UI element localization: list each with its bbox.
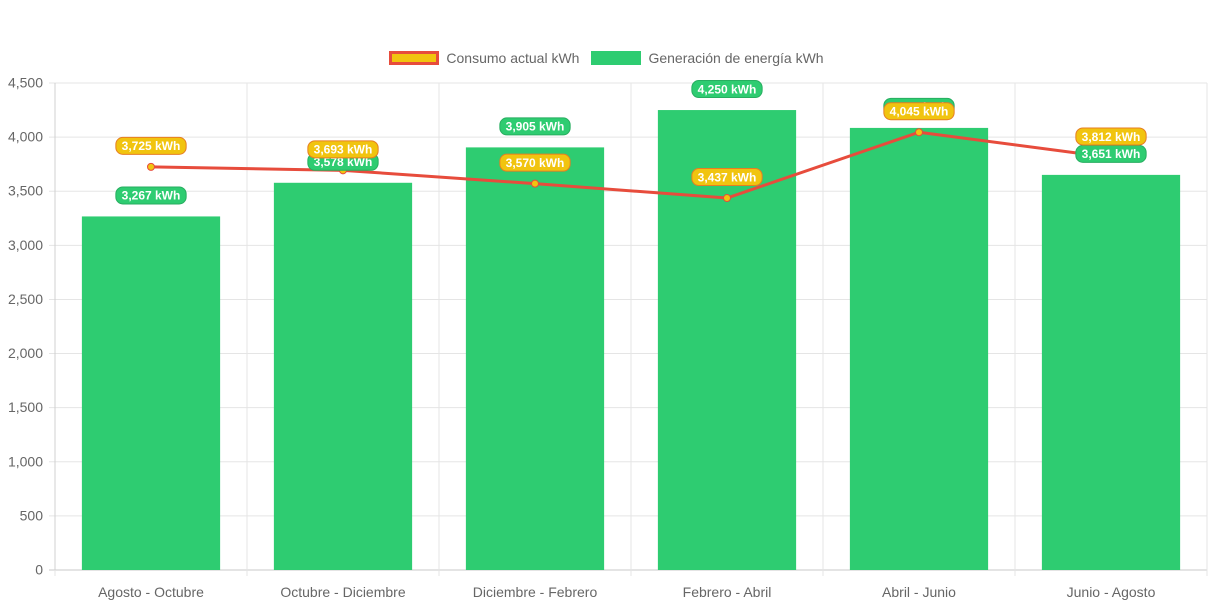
- legend-swatch-consumo: [389, 51, 440, 65]
- x-tick-label: Abril - Junio: [882, 584, 956, 600]
- legend-label-generacion: Generación de energía kWh: [648, 50, 824, 66]
- chart-legend: Consumo actual kWh Generación de energía…: [0, 50, 1213, 66]
- data-label-consumo: 3,570 kWh: [506, 156, 565, 170]
- bar-generacion: [657, 110, 797, 571]
- y-tick-label: 3,000: [8, 237, 43, 253]
- data-label-consumo-bg: [307, 140, 379, 159]
- data-label-consumo: 3,812 kWh: [1082, 130, 1141, 144]
- data-label-generacion: 4,250 kWh: [698, 82, 757, 96]
- data-label-consumo-bg: [499, 153, 571, 172]
- bar-generacion: [1041, 174, 1181, 570]
- point-consumo: [531, 179, 539, 188]
- x-tick-label: Febrero - Abril: [683, 584, 772, 600]
- data-label-generacion: 3,905 kWh: [506, 120, 565, 134]
- y-tick-label: 4,500: [8, 75, 43, 91]
- y-tick-label: 3,500: [8, 183, 43, 199]
- y-tick-label: 500: [20, 507, 44, 523]
- point-consumo: [915, 128, 923, 137]
- legend-item-generacion[interactable]: Generación de energía kWh: [591, 50, 824, 66]
- data-label-consumo: 3,693 kWh: [314, 143, 373, 157]
- data-label-consumo-bg: [115, 136, 187, 155]
- data-label-generacion-bg: [691, 80, 763, 99]
- data-label-consumo: 3,437 kWh: [698, 170, 757, 184]
- bar-generacion: [849, 127, 989, 570]
- data-label-generacion-bg: [115, 186, 187, 205]
- data-label-generacion: 3,578 kWh: [314, 155, 373, 169]
- x-tick-label: Diciembre - Febrero: [473, 584, 598, 600]
- data-label-consumo: 3,725 kWh: [122, 139, 181, 153]
- x-tick-label: Octubre - Diciembre: [280, 584, 405, 600]
- data-label-consumo-bg: [1075, 127, 1147, 146]
- y-tick-label: 2,500: [8, 291, 43, 307]
- data-label-generacion: 3,651 kWh: [1082, 147, 1141, 161]
- data-label-consumo-bg: [883, 102, 955, 121]
- bar-generacion: [465, 147, 605, 571]
- x-tick-label: Junio - Agosto: [1067, 584, 1156, 600]
- y-tick-label: 1,000: [8, 453, 43, 469]
- y-tick-label: 2,000: [8, 345, 43, 361]
- y-tick-label: 0: [35, 562, 43, 578]
- y-tick-label: 1,500: [8, 399, 43, 415]
- bar-generacion: [81, 216, 221, 571]
- line-consumo: [150, 130, 1112, 200]
- data-label-generacion-bg: [499, 117, 571, 136]
- point-consumo: [723, 194, 731, 203]
- y-tick-label: 4,000: [8, 129, 43, 145]
- data-label-generacion: 3,267 kWh: [122, 189, 181, 203]
- data-label-consumo: 4,045 kWh: [890, 105, 949, 119]
- data-label-consumo-bg: [691, 168, 763, 187]
- bar-generacion: [273, 182, 413, 570]
- point-consumo: [147, 162, 155, 171]
- x-tick-label: Agosto - Octubre: [98, 584, 204, 600]
- legend-swatch-generacion: [591, 51, 642, 65]
- legend-label-consumo: Consumo actual kWh: [446, 50, 580, 66]
- legend-item-consumo[interactable]: Consumo actual kWh: [389, 50, 579, 66]
